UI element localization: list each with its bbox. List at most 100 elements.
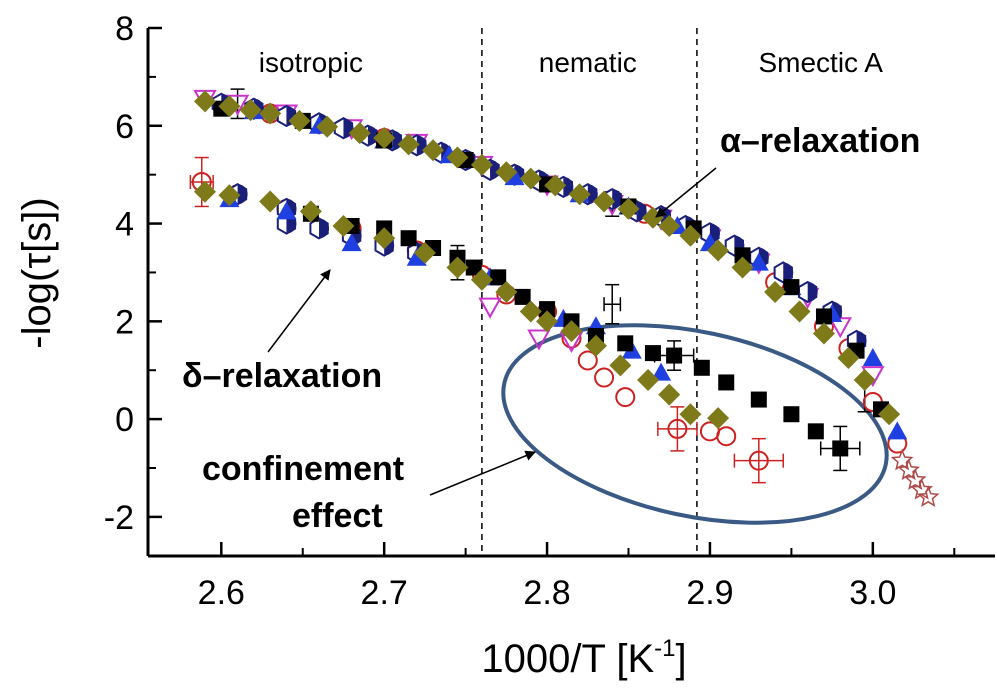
blue-triangle-point <box>276 201 297 220</box>
blue-triangle-point <box>406 247 427 266</box>
black-square-point <box>832 440 849 457</box>
x-tick-label: 2.8 <box>523 574 570 612</box>
confinement-arrow <box>429 450 536 496</box>
olive-diamond-point <box>617 197 640 220</box>
navy-hexagon-fill <box>783 262 794 283</box>
magenta-triangle-point <box>478 297 502 319</box>
black-square-point <box>783 406 800 423</box>
olive-diamond-point <box>373 127 396 149</box>
brown-star-point <box>897 458 921 481</box>
olive-diamond-point <box>259 190 282 213</box>
olive-diamond-point <box>637 369 660 391</box>
olive-diamond-point <box>584 334 607 357</box>
phase-labels: isotropic nematic Smectic A <box>259 47 884 78</box>
olive-diamond-point <box>544 174 567 197</box>
brown-star-point <box>916 485 940 507</box>
olive-diamond-point <box>658 215 681 237</box>
olive-diamond-point <box>707 407 730 430</box>
x-axis-title-close: ] <box>675 637 686 681</box>
axis-ticks: 2.6 2.7 2.8 2.9 3.0 -2 0 2 4 6 8 <box>104 10 956 612</box>
olive-diamond-point <box>397 133 420 156</box>
y-axis-title: -log(τ[s]) <box>15 197 59 348</box>
blue-triangle-point <box>748 252 769 271</box>
olive-diamond-point <box>422 139 445 162</box>
navy-hexagon-fill <box>237 184 248 205</box>
confinement-ellipse <box>501 323 889 525</box>
black-square-point <box>465 259 482 276</box>
confinement-label-line1: confinement <box>202 450 404 488</box>
phase-label: Smectic A <box>758 47 883 78</box>
x-tick-label: 3.0 <box>849 574 896 612</box>
olive-diamond-point <box>878 403 901 426</box>
black-square-point <box>400 230 417 247</box>
black-square-point <box>514 288 531 305</box>
black-square-point <box>693 359 710 376</box>
olive-diamond-point <box>560 320 583 343</box>
navy-hexagon-fill <box>612 189 623 210</box>
olive-diamond-point <box>332 215 355 237</box>
olive-diamond-point <box>239 99 262 122</box>
black-square-point <box>666 347 683 364</box>
red-circle-point <box>577 350 598 371</box>
brown-star-point <box>890 448 914 471</box>
y-tick-label: 8 <box>115 10 134 48</box>
y-tick-label: 2 <box>115 303 134 341</box>
olive-diamond-point <box>299 200 322 223</box>
olive-diamond-point <box>764 281 787 303</box>
olive-diamond-point <box>288 109 311 132</box>
y-tick-label: -2 <box>104 499 134 537</box>
x-tick-label: 2.9 <box>686 574 733 612</box>
olive-diamond-point <box>536 310 559 333</box>
red-circle-point <box>716 426 737 447</box>
black-square-point <box>783 279 800 296</box>
alpha-arrow <box>655 167 717 218</box>
brown-star-point <box>903 468 927 490</box>
red-circle-point <box>748 450 769 471</box>
black-square-point <box>617 335 634 352</box>
black-square-point <box>539 301 556 318</box>
magenta-triangle-point <box>527 329 551 351</box>
phase-label: isotropic <box>259 47 363 78</box>
olive-diamond-point <box>218 184 241 207</box>
olive-diamond-point <box>259 102 282 125</box>
olive-diamond-point <box>519 167 542 190</box>
alpha-relaxation-label: α–relaxation <box>720 122 920 160</box>
navy-hexagon-fill <box>587 184 598 205</box>
olive-diamond-point <box>837 347 860 369</box>
olive-diamond-point <box>194 90 217 113</box>
olive-diamond-point <box>788 300 811 323</box>
delta-relaxation-label: δ–relaxation <box>182 357 382 395</box>
phase-boundaries <box>481 28 698 556</box>
black-square-point <box>807 423 824 440</box>
olive-diamond-point <box>731 256 754 279</box>
olive-diamond-point <box>348 122 371 145</box>
olive-diamond-point <box>495 161 518 184</box>
olive-diamond-point <box>679 224 702 247</box>
red-circle-point <box>615 387 636 408</box>
olive-diamond-point <box>593 190 616 213</box>
black-square-point <box>750 391 767 408</box>
confinement-label-line2: effect <box>292 497 383 535</box>
x-tick-label: 2.7 <box>361 574 408 612</box>
y-axis-title-text: -log(τ[s]) <box>15 197 59 348</box>
olive-diamond-point <box>658 383 681 406</box>
olive-diamond-point <box>218 95 241 118</box>
delta-arrow <box>267 269 331 353</box>
data-points <box>191 89 940 507</box>
olive-diamond-point <box>194 180 217 203</box>
red-circle-point <box>667 418 688 439</box>
y-tick-label: 0 <box>115 401 134 439</box>
blue-triangle-point <box>887 421 908 440</box>
phase-label: nematic <box>539 47 637 78</box>
x-axis-title: 1000/T [K-1] <box>481 635 686 681</box>
olive-diamond-point <box>519 300 542 323</box>
olive-diamond-point <box>446 256 469 279</box>
blue-triangle-point <box>341 233 362 252</box>
olive-diamond-point <box>812 322 835 345</box>
navy-hexagon-fill <box>563 176 574 197</box>
x-axis-title-main: 1000/T [K <box>481 637 654 681</box>
blue-triangle-point <box>651 362 672 381</box>
olive-diamond-point <box>316 115 339 138</box>
